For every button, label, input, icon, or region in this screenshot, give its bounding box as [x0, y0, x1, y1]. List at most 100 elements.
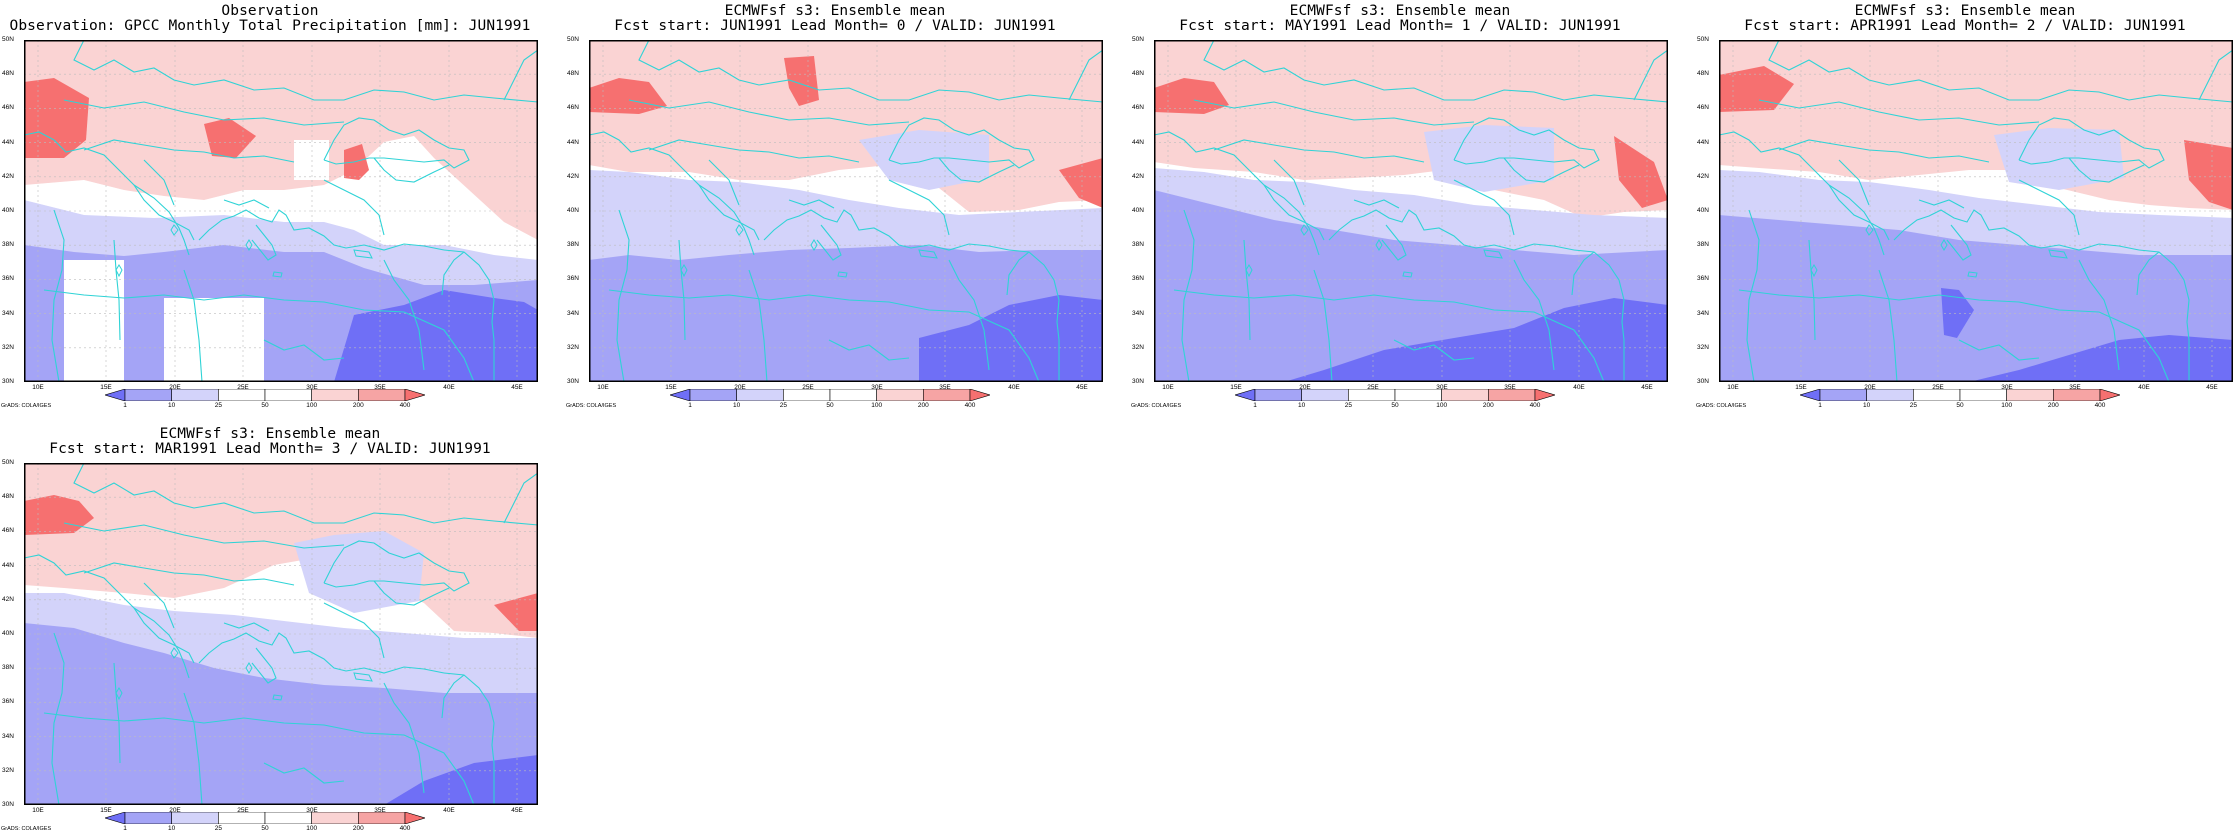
lat-label: 44N	[1132, 138, 1144, 146]
colorbar-arrow-right	[1534, 389, 1555, 401]
coastline	[443, 672, 495, 805]
lat-label: 30N	[2, 378, 14, 385]
coastline	[1173, 289, 1605, 382]
colorbar-arrow-left	[105, 389, 126, 401]
shaded-region-deep-red	[1719, 66, 1794, 112]
coastline	[1263, 184, 1320, 256]
shaded-region-deep-red	[784, 56, 819, 106]
panel-title: ECMWFsf s3: Ensemble mean	[159, 426, 381, 442]
lon-label: 10E	[32, 384, 44, 391]
coastline	[1313, 269, 1333, 382]
shaded-region-deep-red	[494, 593, 538, 631]
map-area	[24, 40, 538, 382]
colorbar-label: 200	[1482, 402, 1494, 409]
island-outline	[170, 224, 179, 236]
lon-label: 40E	[443, 384, 455, 391]
lat-label: 34N	[2, 309, 14, 317]
coastline	[1393, 339, 1475, 361]
coastline	[888, 179, 950, 236]
lat-label: 38N	[2, 241, 14, 249]
lon-label: 35E	[374, 384, 386, 391]
coastline	[628, 99, 910, 126]
colorbar-label: 400	[399, 402, 411, 409]
lat-label: 42N	[2, 172, 14, 180]
shaded-region-white	[294, 140, 329, 180]
coastline	[1243, 239, 1251, 341]
colorbar-label: 100	[2001, 402, 2013, 409]
coastline	[251, 224, 277, 261]
lat-label: 44N	[2, 561, 14, 569]
lon-label: 30E	[2001, 384, 2013, 391]
coastline	[1181, 209, 1195, 382]
lon-label: 20E	[169, 807, 181, 814]
coastline	[2136, 251, 2160, 296]
panel-title: ECMWFsf s3: Ensemble mean	[1854, 3, 2076, 19]
lat-label: 44N	[567, 138, 579, 146]
lon-label: 20E	[1864, 384, 1876, 391]
shaded-region-light-blue	[859, 130, 989, 190]
lat-label: 32N	[1697, 343, 1709, 351]
panel-subtitle: Fcst start: JUN1991 Lead Month= 0 / VALI…	[614, 18, 1056, 34]
shaded-region-deep-red	[1614, 136, 1668, 208]
lon-label: 30E	[306, 807, 318, 814]
coastline	[223, 199, 270, 209]
colorbar-segment	[1394, 389, 1442, 401]
precipitation-map	[589, 40, 1103, 382]
colorbar-label: 1	[123, 825, 127, 832]
shaded-region-deep-red	[1059, 158, 1103, 208]
colorbar-label: 400	[964, 402, 976, 409]
shaded-region-light-red	[24, 40, 538, 240]
island-outline	[1940, 239, 1948, 251]
island-outline	[1483, 249, 1503, 259]
lon-label: 45E	[1641, 384, 1653, 391]
coastline	[24, 131, 195, 241]
lat-label: 38N	[2, 664, 14, 672]
shaded-region-light-blue	[294, 531, 424, 613]
colorbar-label: 25	[1909, 402, 1917, 409]
coastline	[698, 184, 755, 256]
coastline	[938, 157, 1015, 183]
coastline	[1068, 49, 1103, 101]
coastline	[1573, 249, 1625, 382]
lat-label: 36N	[2, 698, 14, 706]
coastline	[113, 239, 121, 341]
coastline	[748, 269, 768, 382]
colorbar-label: 25	[214, 402, 222, 409]
coastline	[113, 662, 121, 764]
grads-credit: GrADS: COLA/IGES	[1, 826, 52, 832]
coastline	[1738, 289, 2170, 382]
colorbar-label: 1	[123, 402, 127, 409]
coastline	[1719, 131, 1890, 241]
coastline	[143, 582, 175, 629]
colorbar-segment	[1301, 389, 1349, 401]
map-frame	[24, 463, 538, 805]
lon-label: 25E	[237, 807, 249, 814]
lat-label: 36N	[567, 275, 579, 283]
lat-label: 32N	[2, 343, 14, 351]
coastline	[1758, 99, 2040, 126]
precipitation-map	[24, 40, 538, 382]
coastline	[133, 607, 190, 679]
lon-label: 45E	[1076, 384, 1088, 391]
colorbar	[670, 389, 990, 401]
colorbar-segment	[218, 389, 266, 401]
shaded-region-deep-blue	[334, 290, 538, 382]
coastline	[83, 562, 295, 586]
coastline	[43, 289, 475, 382]
lat-label: 40N	[2, 630, 14, 637]
colorbar-segment	[689, 389, 737, 401]
map-panel: ECMWFsf s3: Ensemble mean Fcst start: MAY…	[1130, 0, 1670, 410]
lon-label: 15E	[100, 807, 112, 814]
lat-label: 34N	[567, 309, 579, 317]
coastline	[183, 269, 203, 382]
coastline	[1878, 269, 1898, 382]
lon-label: 35E	[1504, 384, 1516, 391]
island-outline	[1375, 239, 1383, 251]
lat-label: 46N	[2, 104, 14, 112]
colorbar-label: 25	[214, 825, 222, 832]
colorbar-label: 50	[1391, 402, 1399, 409]
shaded-region-mid-blue	[1719, 215, 2233, 382]
map-panel: ECMWFsf s3: Ensemble mean Fcst start: JUN…	[565, 0, 1105, 410]
island-outline	[353, 672, 373, 682]
coastline	[1778, 139, 1990, 163]
